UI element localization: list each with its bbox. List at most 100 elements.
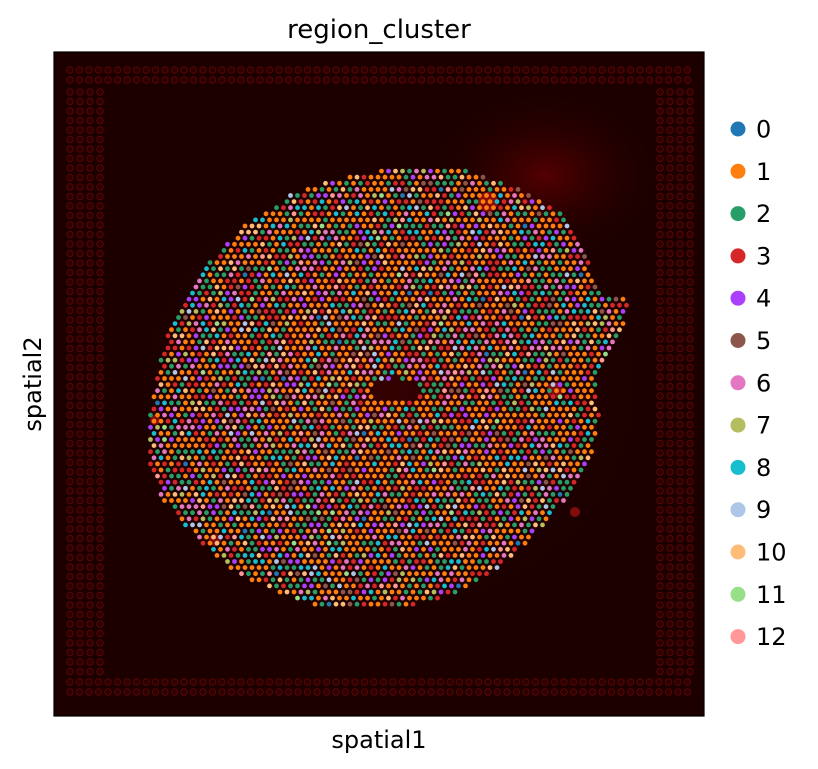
- spot-cluster-10: [228, 260, 234, 265]
- spot-cluster-1: [568, 461, 573, 467]
- fiducial-dot: [686, 648, 694, 657]
- spot-cluster-3: [249, 284, 255, 290]
- spot-cluster-9: [351, 571, 356, 577]
- spot-cluster-1: [277, 467, 283, 473]
- fiducial-dot: [96, 553, 104, 562]
- spot-cluster-2: [295, 583, 300, 589]
- spot-cluster-3: [274, 254, 279, 259]
- spot-cluster-2: [274, 351, 279, 357]
- spot-cluster-1: [270, 211, 276, 217]
- spot-cluster-6: [578, 260, 584, 265]
- spot-cluster-2: [375, 211, 381, 217]
- fiducial-dot: [522, 688, 530, 696]
- spot-cluster-6: [396, 540, 402, 546]
- spot-cluster-6: [361, 333, 367, 339]
- spot-cluster-3: [547, 241, 552, 247]
- spot-cluster-7: [172, 357, 178, 363]
- spot-cluster-4: [344, 485, 349, 491]
- spot-cluster-9: [396, 418, 402, 424]
- spot-cluster-1: [200, 382, 206, 387]
- spot-cluster-1: [316, 400, 321, 406]
- fiducial-dot: [96, 667, 104, 676]
- fiducial-dot: [598, 678, 606, 686]
- spot-cluster-3: [424, 333, 430, 339]
- spot-cluster-1: [456, 522, 461, 528]
- spot-cluster-2: [396, 553, 402, 558]
- spot-cluster-10: [498, 229, 503, 235]
- spot-cluster-1: [407, 315, 412, 320]
- spot-cluster-10: [284, 589, 290, 595]
- spot-cluster-0: [400, 193, 405, 198]
- spot-cluster-2: [501, 516, 507, 522]
- spot-cluster-12: [484, 388, 489, 394]
- spot-cluster-1: [431, 528, 437, 534]
- spot-cluster-10: [204, 339, 209, 345]
- fiducial-dot: [66, 382, 74, 391]
- spot-cluster-1: [498, 461, 503, 467]
- spot-cluster-2: [200, 455, 206, 461]
- spot-cluster-3: [487, 260, 493, 265]
- spot-cluster-2: [379, 498, 384, 503]
- fiducial-dot: [76, 506, 84, 514]
- fiducial-dot: [676, 420, 684, 429]
- spot-cluster-2: [473, 443, 479, 448]
- spot-cluster-6: [445, 284, 451, 290]
- spot-cluster-6: [305, 418, 311, 424]
- fiducial-dot: [474, 678, 483, 686]
- spot-cluster-12: [403, 272, 409, 278]
- spot-cluster-8: [568, 400, 573, 406]
- spot-cluster-1: [333, 418, 339, 424]
- spot-cluster-1: [158, 431, 164, 436]
- spot-cluster-10: [193, 406, 199, 412]
- spot-cluster-4: [428, 254, 433, 259]
- spot-cluster-2: [393, 546, 398, 552]
- spot-cluster-7: [218, 290, 223, 296]
- spot-cluster-1: [302, 217, 307, 223]
- fiducial-dot: [208, 688, 217, 696]
- fiducial-dot: [294, 76, 302, 84]
- fiducial-dot: [66, 401, 74, 410]
- fiducial-dot: [676, 211, 684, 220]
- fiducial-dot: [66, 173, 74, 182]
- spot-cluster-1: [477, 412, 482, 418]
- spot-cluster-1: [613, 309, 619, 314]
- spot-cluster-6: [309, 266, 314, 272]
- spot-cluster-5: [221, 479, 227, 485]
- fiducial-dot: [522, 678, 530, 686]
- spot-cluster-6: [449, 278, 454, 284]
- spot-cluster-8: [431, 577, 437, 583]
- spot-cluster-3: [487, 284, 493, 290]
- spot-cluster-4: [403, 504, 409, 509]
- spot-cluster-1: [487, 199, 493, 205]
- spot-cluster-2: [239, 424, 244, 430]
- spot-cluster-4: [330, 559, 335, 564]
- spot-cluster-3: [431, 187, 437, 192]
- spot-cluster-3: [249, 345, 255, 351]
- spot-cluster-4: [326, 479, 332, 485]
- spot-cluster-1: [547, 278, 552, 284]
- spot-cluster-2: [337, 229, 342, 235]
- spot-cluster-3: [389, 248, 395, 253]
- spot-cluster-1: [421, 571, 426, 577]
- spot-cluster-6: [225, 424, 230, 430]
- spot-cluster-1: [431, 443, 437, 448]
- spot-cluster-12: [515, 284, 521, 290]
- fiducial-dot: [86, 601, 94, 609]
- spot-cluster-1: [407, 254, 412, 259]
- spot-cluster-1: [473, 467, 479, 473]
- spot-cluster-1: [228, 443, 234, 448]
- spot-cluster-9: [235, 296, 241, 302]
- fiducial-dot: [686, 411, 694, 419]
- spot-cluster-7: [431, 418, 437, 424]
- spot-cluster-1: [354, 296, 360, 302]
- spot-cluster-1: [169, 376, 174, 381]
- spot-cluster-1: [494, 235, 500, 241]
- spot-cluster-4: [186, 357, 192, 363]
- spot-cluster-1: [445, 418, 451, 424]
- spot-cluster-10: [312, 309, 318, 314]
- spot-cluster-1: [253, 522, 258, 528]
- spot-cluster-2: [582, 437, 587, 442]
- fiducial-dot: [76, 363, 84, 372]
- spot-cluster-2: [333, 431, 339, 436]
- spot-cluster-10: [249, 321, 255, 326]
